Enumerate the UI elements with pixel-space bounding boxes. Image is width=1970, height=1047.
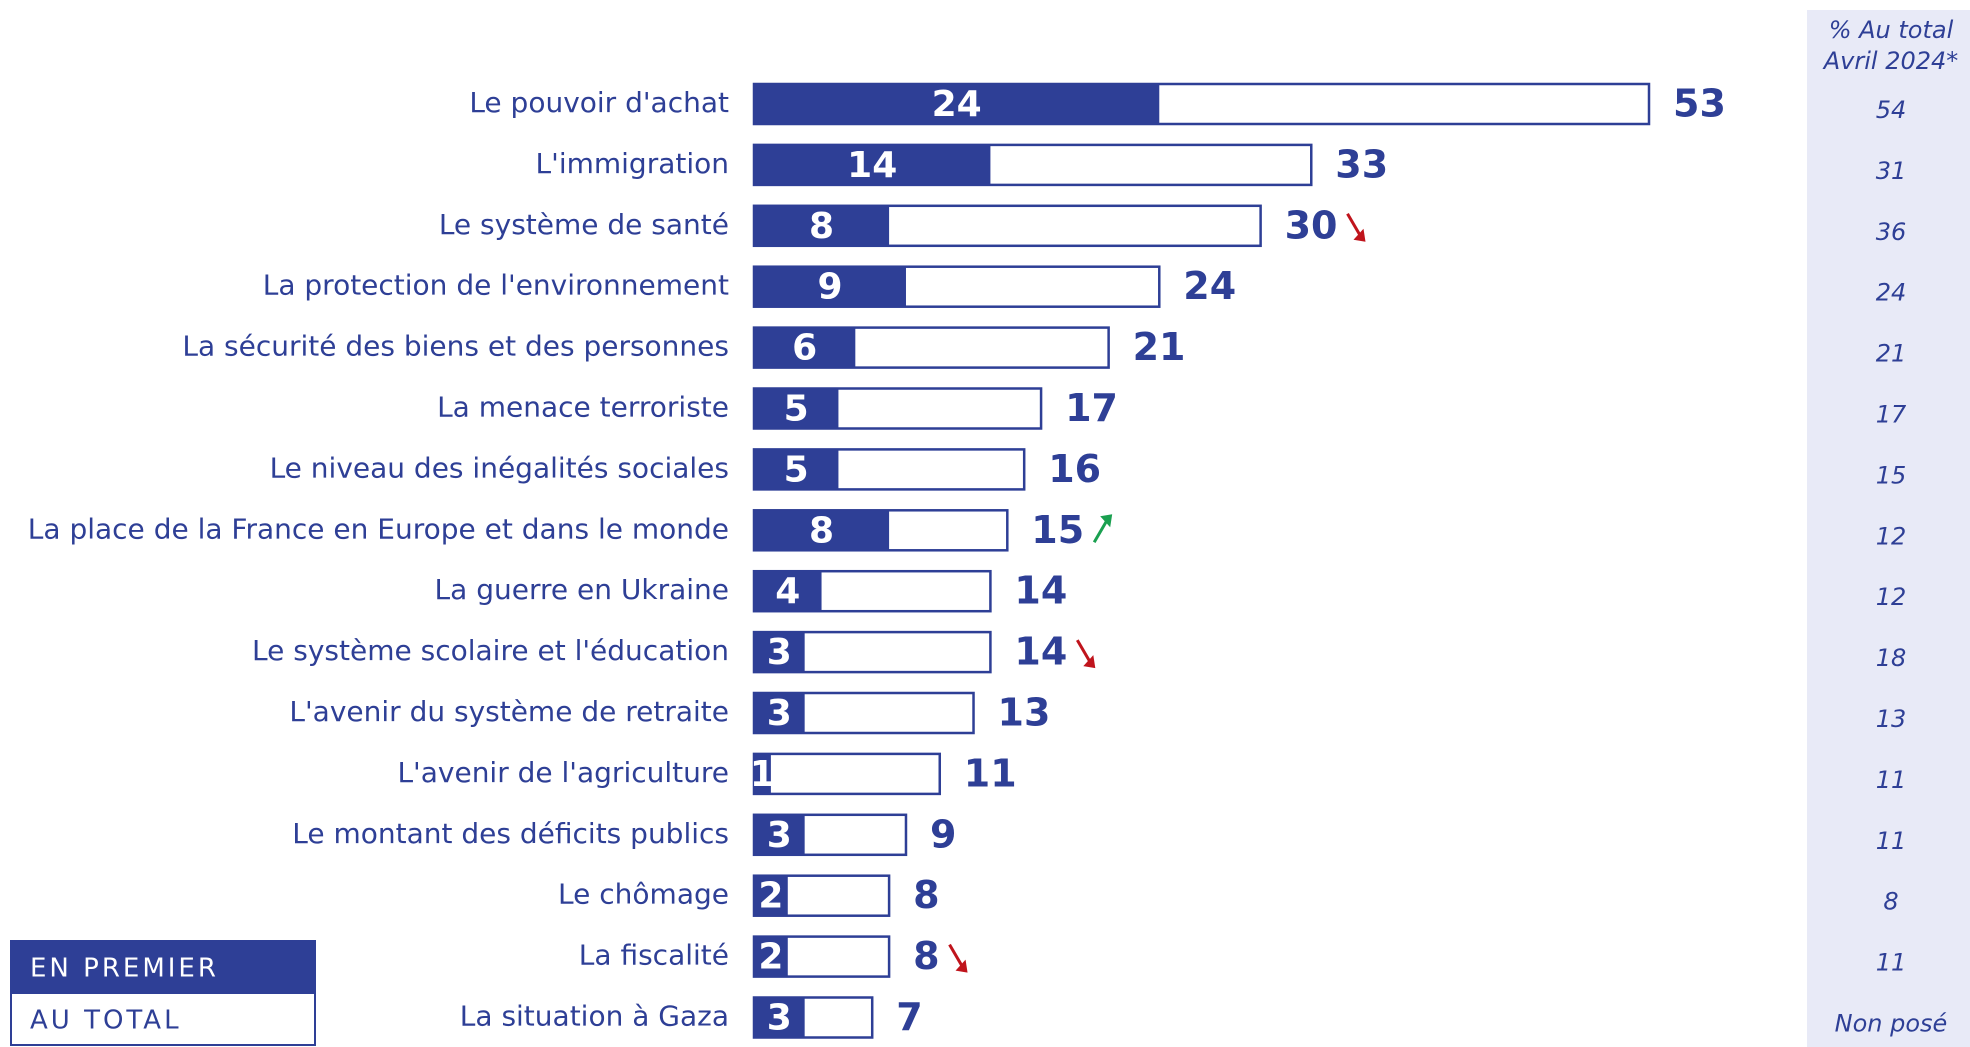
- value-label-first: 1: [750, 754, 775, 795]
- category-label: L'avenir du système de retraite: [289, 695, 729, 728]
- category-label: Le chômage: [558, 878, 729, 911]
- legend-swatch: [10, 940, 316, 993]
- value-label-first: 9: [817, 267, 842, 308]
- comparison-value: 17: [1876, 401, 1907, 429]
- value-label-total: 16: [1048, 447, 1101, 491]
- comparison-title: % Au total: [1829, 16, 1954, 44]
- bar-first: [754, 997, 805, 1038]
- category-label: Le niveau des inégalités sociales: [270, 451, 729, 484]
- value-label-total: 53: [1673, 82, 1726, 126]
- value-label-first: 2: [758, 937, 783, 978]
- comparison-value: 15: [1876, 461, 1907, 489]
- bar-first: [754, 205, 890, 246]
- bar-total: [752, 752, 942, 796]
- legend-label: EN PREMIER: [30, 954, 219, 984]
- category-label: L'immigration: [536, 147, 729, 180]
- category-label: La place de la France en Europe et dans …: [28, 512, 729, 545]
- category-label: La situation à Gaza: [460, 1000, 729, 1033]
- value-label-total: 33: [1335, 142, 1388, 186]
- trend-arrowhead: [955, 959, 968, 973]
- comparison-title: Avril 2024*: [1822, 47, 1959, 75]
- bar-first: [754, 84, 1160, 124]
- value-label-first: 6: [792, 328, 817, 369]
- value-label-first: 5: [784, 449, 809, 490]
- bar-first: [754, 814, 805, 855]
- bar-first: [754, 327, 856, 368]
- category-label: Le système de santé: [439, 208, 729, 241]
- comparison-value: 12: [1876, 522, 1907, 550]
- value-label-total: 11: [964, 751, 1017, 795]
- bar-first: [754, 388, 839, 429]
- bar-first: [754, 266, 906, 307]
- value-label-total: 13: [998, 691, 1051, 735]
- comparison-value: 11: [1876, 766, 1907, 794]
- comparison-value: 12: [1876, 583, 1907, 611]
- bar-first: [754, 510, 890, 551]
- value-label-total: 7: [896, 995, 922, 1039]
- category-label: La menace terroriste: [437, 391, 729, 424]
- category-label: Le système scolaire et l'éducation: [252, 634, 729, 667]
- bar-first: [754, 753, 771, 794]
- value-label-first: 14: [847, 145, 897, 186]
- value-label-total: 24: [1183, 264, 1236, 308]
- comparison-value: 18: [1876, 644, 1907, 672]
- category-label: La sécurité des biens et des personnes: [182, 330, 729, 363]
- bar-first: [754, 144, 991, 185]
- value-label-total: 14: [1014, 630, 1067, 674]
- value-label-first: 3: [767, 815, 792, 856]
- bar-first: [754, 936, 788, 977]
- comparison-value: 11: [1876, 949, 1907, 977]
- bar-first: [754, 632, 805, 673]
- trend-arrowhead: [1100, 514, 1113, 528]
- comparison-value: 36: [1876, 218, 1907, 246]
- value-label-first: 5: [784, 389, 809, 430]
- comparison-value: Non posé: [1835, 1010, 1948, 1038]
- category-label: La guerre en Ukraine: [435, 573, 729, 606]
- bar-first: [754, 571, 822, 612]
- value-label-total: 17: [1065, 386, 1118, 430]
- value-label-first: 8: [809, 510, 834, 551]
- value-label-total: 9: [930, 812, 956, 856]
- value-label-first: 3: [767, 998, 792, 1039]
- bar-first: [754, 875, 788, 916]
- value-label-total: 21: [1133, 325, 1186, 369]
- trend-arrowhead: [1083, 655, 1096, 669]
- comparison-value: 31: [1876, 157, 1907, 185]
- bar-first: [754, 693, 805, 733]
- value-label-first: 3: [767, 693, 792, 734]
- category-label: La protection de l'environnement: [263, 269, 729, 302]
- value-label-first: 8: [809, 206, 834, 247]
- value-label-total: 14: [1014, 569, 1067, 613]
- comparison-value: 8: [1883, 888, 1898, 916]
- value-label-total: 8: [913, 934, 939, 978]
- value-label-first: 2: [758, 876, 783, 917]
- value-label-first: 4: [775, 571, 800, 612]
- comparison-value: 11: [1876, 827, 1907, 855]
- category-label: L'avenir de l'agriculture: [397, 756, 729, 789]
- category-label: Le montant des déficits publics: [292, 817, 729, 850]
- comparison-value: 13: [1876, 705, 1907, 733]
- category-label: Le pouvoir d'achat: [469, 86, 729, 119]
- bar-first: [754, 449, 839, 490]
- value-label-total: 30: [1285, 203, 1338, 247]
- value-label-total: 8: [913, 873, 939, 917]
- category-label: La fiscalité: [579, 939, 729, 972]
- comparison-value: 21: [1876, 340, 1907, 368]
- value-label-total: 15: [1031, 508, 1084, 552]
- value-label-first: 3: [767, 632, 792, 673]
- comparison-value: 24: [1876, 279, 1907, 307]
- trend-arrowhead: [1353, 228, 1366, 242]
- comparison-value: 54: [1876, 96, 1907, 124]
- legend-swatch: [10, 992, 316, 1046]
- legend-label: AU TOTAL: [30, 1006, 182, 1036]
- comparison-column: [1807, 10, 1970, 1047]
- value-label-first: 24: [932, 84, 982, 125]
